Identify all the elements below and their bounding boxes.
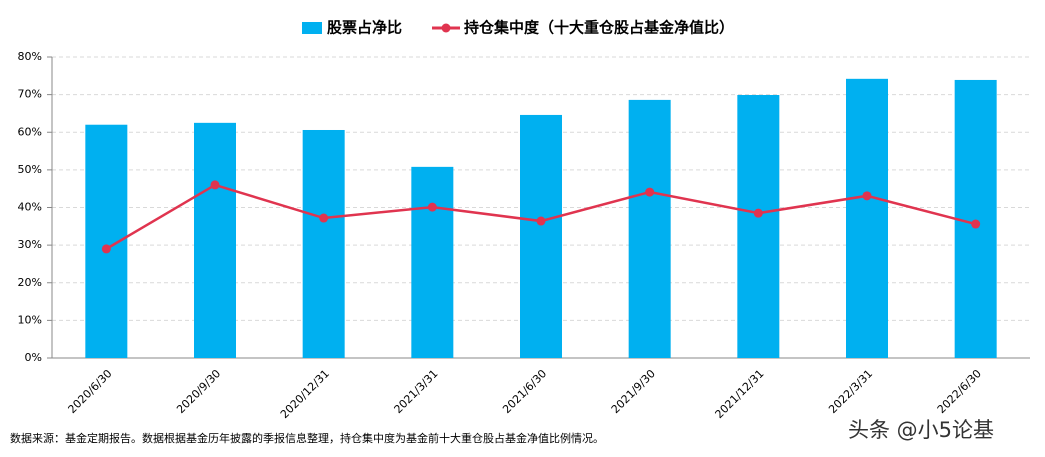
footnote: 数据来源：基金定期报告。数据根据基金历年披露的季报信息整理，持仓集中度为基金前十… — [10, 431, 604, 445]
point — [427, 202, 437, 212]
point — [319, 213, 329, 223]
legend-swatch — [302, 22, 322, 34]
bar — [628, 99, 671, 358]
y-tick-label: 60% — [18, 125, 42, 138]
bar — [846, 78, 888, 358]
legend-label: 持仓集中度（十大重仓股占基金净值比） — [464, 19, 734, 37]
point — [645, 187, 655, 197]
point — [753, 208, 763, 218]
bar — [737, 95, 780, 358]
y-tick-label: 40% — [18, 201, 42, 214]
point — [971, 219, 981, 229]
bar — [302, 129, 345, 358]
point — [536, 216, 546, 226]
legend-label: 股票占净比 — [327, 19, 402, 37]
y-tick-label: 0% — [25, 351, 42, 364]
legend-marker — [441, 23, 451, 33]
bar — [520, 114, 562, 358]
y-tick-label: 10% — [18, 313, 42, 326]
y-tick-label: 20% — [18, 276, 42, 289]
y-tick-label: 30% — [18, 238, 42, 251]
bar — [954, 79, 997, 359]
bar — [411, 166, 454, 358]
point — [101, 244, 111, 254]
y-tick-label: 70% — [18, 88, 42, 101]
point — [862, 191, 872, 201]
bar — [194, 122, 236, 358]
point — [210, 180, 220, 190]
y-tick-label: 80% — [18, 50, 42, 63]
watermark: 头条 @小5论基 — [848, 418, 994, 442]
y-tick-label: 50% — [18, 163, 42, 176]
